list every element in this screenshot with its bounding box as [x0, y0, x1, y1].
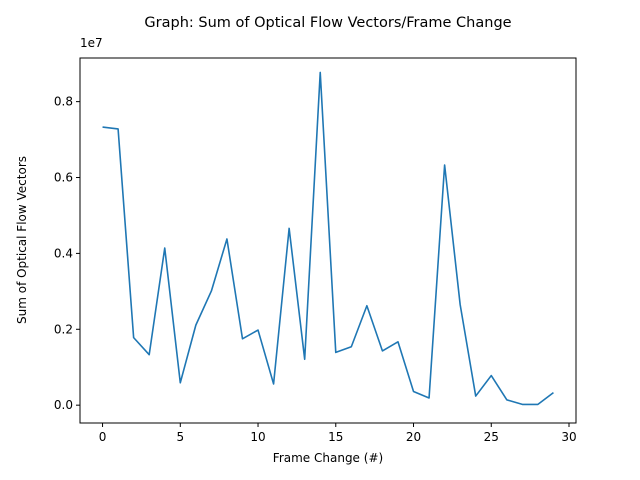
series-layer [102, 71, 554, 406]
x-tick-label: 30 [561, 430, 576, 444]
x-tick-label: 25 [484, 430, 499, 444]
y-tick-label: 0.8 [54, 95, 73, 109]
y-axis-label: Sum of Optical Flow Vectors [15, 156, 29, 324]
y-tick-label: 0.0 [54, 398, 73, 412]
y-tick-label: 0.6 [54, 171, 73, 185]
series-line [102, 71, 554, 406]
x-tick-label: 15 [328, 430, 343, 444]
x-tick-label: 0 [99, 430, 107, 444]
chart-title: Graph: Sum of Optical Flow Vectors/Frame… [144, 15, 511, 31]
ticks-layer: 0 5 10 15 20 25 30 0.0 0.2 0.4 0.6 0.8 [54, 95, 577, 444]
x-axis-label: Frame Change (#) [273, 451, 383, 465]
y-offset-label: 1e7 [80, 36, 103, 50]
y-tick-label: 0.2 [54, 322, 73, 336]
y-tick-label: 0.4 [54, 246, 73, 260]
plot-frame [79, 57, 577, 424]
x-tick-label: 20 [406, 430, 421, 444]
x-tick-label: 5 [176, 430, 184, 444]
x-tick-label: 10 [250, 430, 265, 444]
